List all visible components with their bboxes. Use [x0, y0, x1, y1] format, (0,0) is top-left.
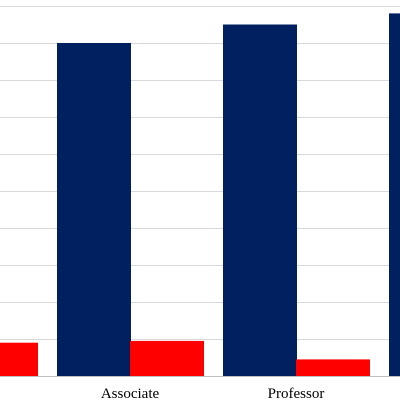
bar-series-1-category-2: [57, 43, 131, 376]
bars: [0, 13, 400, 377]
x-tick-label: Associate: [101, 386, 160, 400]
bar-series-1-category-4: [389, 13, 400, 377]
bar-series-2-category-1: [0, 342, 38, 376]
bar-series-1-category-3: [223, 24, 297, 376]
bar-series-2-category-2: [130, 340, 204, 376]
bar-series-2-category-3: [296, 359, 370, 376]
x-tick-label: Professor: [268, 386, 325, 400]
x-tick-labels: Associate Professor: [101, 386, 325, 400]
